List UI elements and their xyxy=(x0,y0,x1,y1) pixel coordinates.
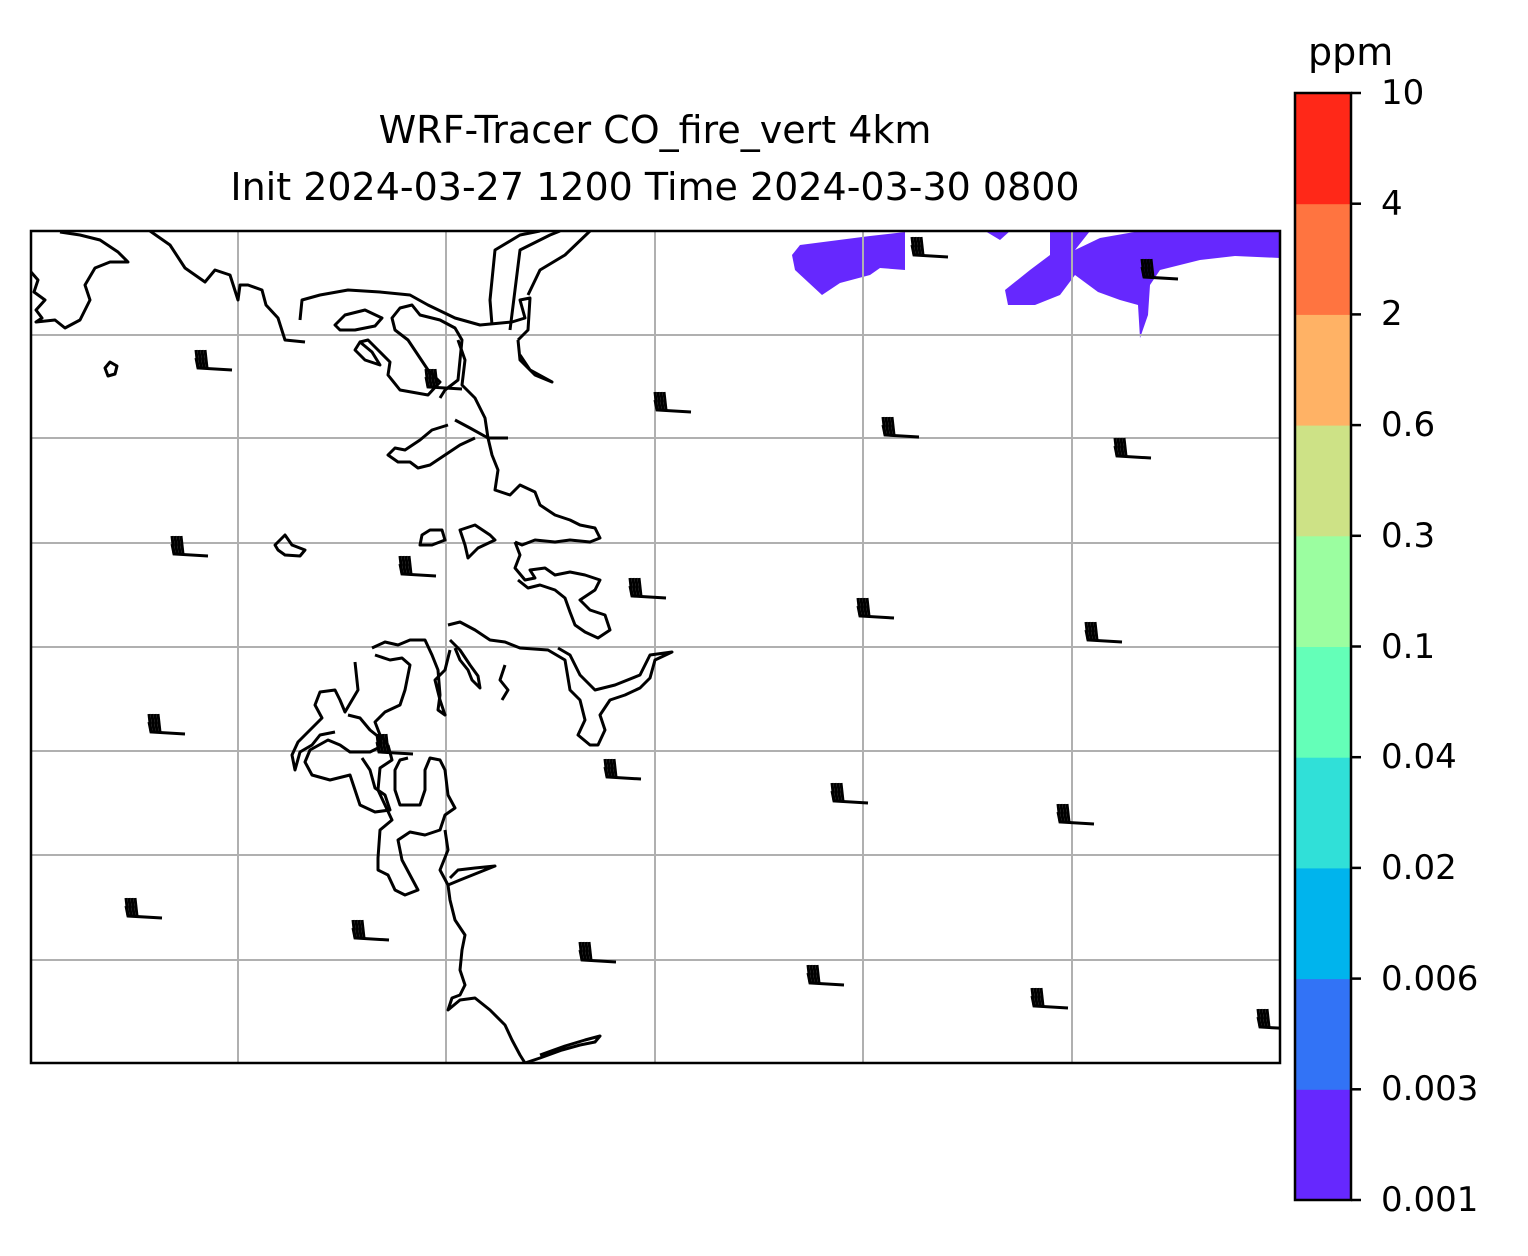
chart-subtitle: Init 2024-03-27 1200 Time 2024-03-30 080… xyxy=(230,165,1080,209)
colorbar-tick-label: 0.1 xyxy=(1381,626,1436,667)
colorbar-band xyxy=(1295,314,1351,426)
wind-barb xyxy=(1084,621,1123,644)
wind-barb xyxy=(603,758,642,781)
colorbar-unit-label: ppm xyxy=(1308,30,1394,74)
coastlines xyxy=(31,231,674,1063)
wind-barb xyxy=(806,964,845,987)
colorbar-tick-label: 10 xyxy=(1381,73,1425,113)
wind-barb xyxy=(1256,1008,1280,1030)
colorbar-band xyxy=(1295,867,1351,980)
wind-barb xyxy=(124,897,163,920)
tracer-plume-top xyxy=(985,231,1010,240)
colorbar-tick-label: 0.003 xyxy=(1381,1069,1479,1110)
colorbar-tick-label: 0.001 xyxy=(1381,1180,1479,1220)
colorbar-tick-label: 0.02 xyxy=(1381,847,1457,888)
colorbar-tick-label: 0.6 xyxy=(1381,405,1436,446)
colorbar-band xyxy=(1295,535,1351,647)
wind-barb xyxy=(398,555,437,578)
wind-barb xyxy=(910,236,949,259)
wind-barb xyxy=(351,919,390,942)
wind-barb xyxy=(881,416,920,439)
wind-barb xyxy=(856,597,895,620)
colorbar-tick-label: 0.04 xyxy=(1381,737,1457,778)
wind-barb xyxy=(194,349,233,372)
colorbar-band xyxy=(1295,425,1351,537)
gridlines xyxy=(31,231,1280,1063)
colorbar-tick-label: 2 xyxy=(1381,294,1403,335)
wind-barb xyxy=(1056,803,1095,826)
colorbar-band xyxy=(1295,978,1351,1090)
wind-barb xyxy=(375,733,414,756)
chart-title: WRF-Tracer CO_fire_vert 4km xyxy=(378,108,932,152)
colorbar-tick-label: 4 xyxy=(1381,183,1403,224)
map-frame xyxy=(29,229,1282,1065)
colorbar xyxy=(1295,93,1351,1201)
wind-barb xyxy=(1113,437,1152,460)
colorbar-band xyxy=(1295,203,1351,315)
wind-barb xyxy=(653,391,692,414)
colorbar-band xyxy=(1295,646,1351,758)
wind-barb xyxy=(830,782,869,805)
wind-barb xyxy=(170,535,209,558)
tracer-plume-right xyxy=(1005,231,1280,338)
wind-barb xyxy=(1140,258,1179,281)
wind-barbs xyxy=(124,236,1280,1030)
colorbar-tick-label: 0.3 xyxy=(1381,515,1436,556)
tracer-plume-left xyxy=(792,232,905,295)
colorbar-ticks xyxy=(1351,91,1361,1202)
colorbar-tick-label: 0.006 xyxy=(1381,958,1479,999)
wind-barb xyxy=(147,713,186,736)
colorbar-band xyxy=(1295,1089,1351,1201)
colorbar-band xyxy=(1295,93,1351,205)
wind-barb xyxy=(424,368,463,391)
wind-barb xyxy=(1030,987,1069,1010)
wind-barb xyxy=(628,577,667,600)
colorbar-band xyxy=(1295,757,1351,869)
wind-barb xyxy=(578,941,617,964)
